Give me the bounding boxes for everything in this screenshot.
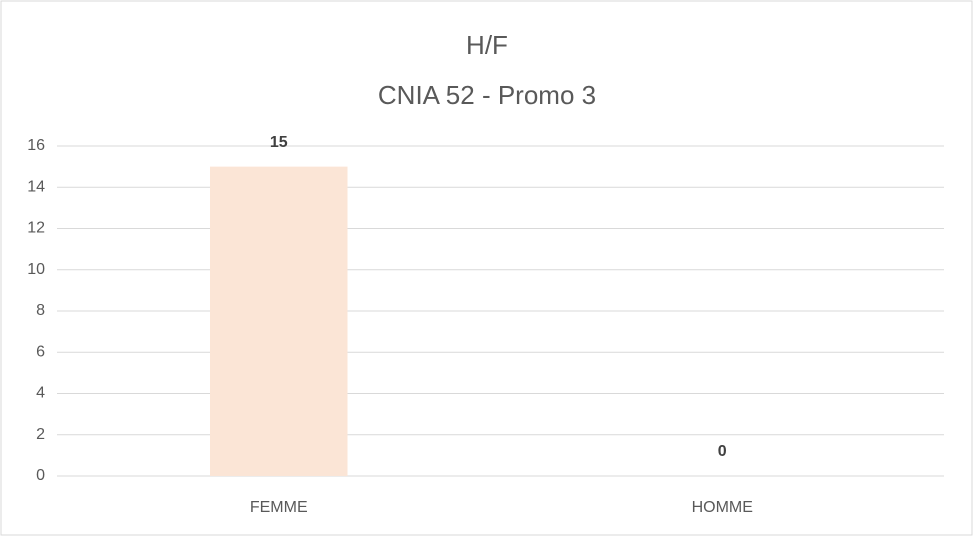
y-tick-label: 2	[36, 426, 45, 443]
x-tick-label: HOMME	[692, 499, 753, 516]
value-label: 15	[270, 134, 288, 151]
y-tick-label: 6	[36, 343, 45, 360]
chart-title: H/F	[466, 30, 508, 60]
y-tick-label: 8	[36, 302, 45, 319]
y-tick-label: 16	[27, 137, 45, 154]
y-tick-label: 4	[36, 385, 45, 402]
y-tick-label: 10	[27, 261, 45, 278]
y-tick-label: 14	[27, 178, 45, 195]
chart-subtitle: CNIA 52 - Promo 3	[378, 80, 596, 110]
y-tick-label: 0	[36, 467, 45, 484]
value-label: 0	[718, 443, 727, 460]
x-tick-label: FEMME	[250, 499, 308, 516]
bar	[210, 166, 348, 476]
y-tick-label: 12	[27, 220, 45, 237]
